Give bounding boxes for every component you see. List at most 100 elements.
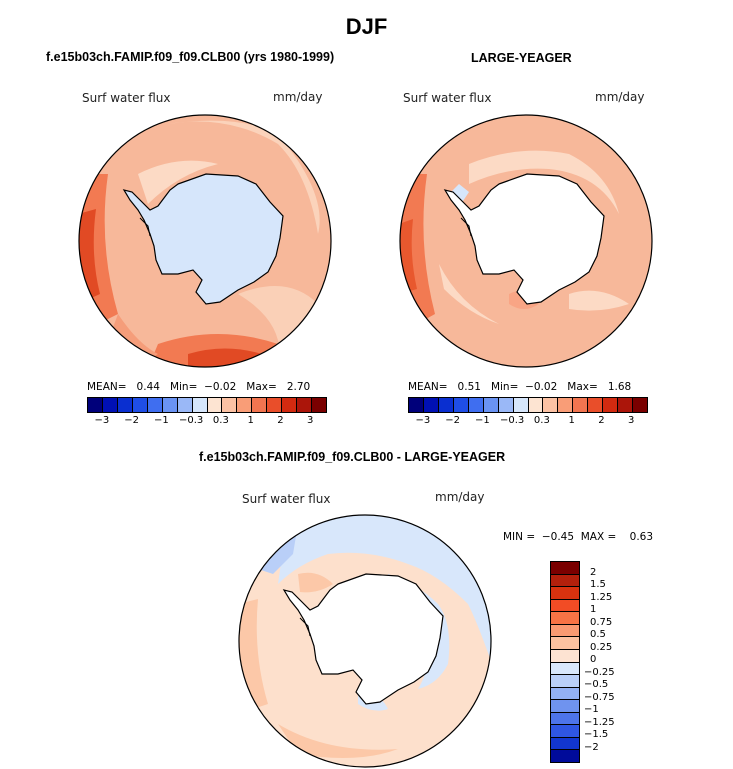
colorbar-tick-label: −0.75 xyxy=(584,691,615,703)
colorbar-swatch xyxy=(177,398,193,412)
colorbar-tick-label: 1 xyxy=(247,415,254,426)
colorbar-tick-label: −1 xyxy=(584,704,599,715)
panel-3-stats: MIN = −0.45 MAX = 0.63 xyxy=(503,531,654,543)
colorbar-swatch xyxy=(551,637,579,650)
colorbar-tick-label: 0.75 xyxy=(590,616,613,628)
colorbar-swatch xyxy=(551,624,579,638)
colorbar-swatch xyxy=(252,398,268,412)
colorbar-swatch xyxy=(147,398,163,412)
colorbar-tick-label: 1 xyxy=(568,415,575,426)
colorbar-swatch xyxy=(312,398,326,412)
colorbar-swatch xyxy=(603,398,619,412)
panel-3-field-label: Surf water flux xyxy=(242,492,331,506)
colorbar-tick-label: 2 xyxy=(590,566,597,578)
colorbar-swatch xyxy=(551,725,579,738)
colorbar-swatch xyxy=(88,398,103,412)
colorbar-swatch xyxy=(551,750,579,762)
colorbar-swatch xyxy=(551,587,579,600)
colorbar-tick-label: 0.3 xyxy=(533,415,550,426)
panel-2-colorbar xyxy=(408,397,648,413)
colorbar-tick-label: −1.5 xyxy=(584,729,609,740)
colorbar-tick-label: 3 xyxy=(627,415,635,426)
colorbar-swatch xyxy=(438,398,454,412)
panel-3-units: mm/day xyxy=(435,490,485,504)
colorbar-swatch xyxy=(573,398,589,412)
colorbar-swatch xyxy=(453,398,469,412)
colorbar-tick-label: −0.25 xyxy=(584,666,615,678)
panel-3-colorbar xyxy=(550,561,580,763)
colorbar-tick-label: −2 xyxy=(445,415,460,426)
panel-1-field-label: Surf water flux xyxy=(82,91,171,105)
colorbar-swatch xyxy=(551,712,579,726)
colorbar-swatch xyxy=(551,599,579,613)
colorbar-swatch xyxy=(551,737,579,751)
colorbar-tick-label: 0.5 xyxy=(590,629,606,640)
panel-3-subtitle: f.e15b03ch.FAMIP.f09_f09.CLB00 - LARGE-Y… xyxy=(199,450,506,464)
colorbar-tick-label: −1 xyxy=(154,415,169,426)
panel-2-map xyxy=(399,114,653,368)
colorbar-tick-label: −0.5 xyxy=(584,679,609,690)
panel-1-colorbar xyxy=(87,397,327,413)
colorbar-tick-label: −0.3 xyxy=(499,415,525,426)
colorbar-swatch xyxy=(543,398,559,412)
colorbar-tick-label: −1.25 xyxy=(584,716,615,728)
colorbar-tick-label: 0 xyxy=(590,654,597,665)
colorbar-swatch xyxy=(551,574,579,588)
colorbar-swatch xyxy=(551,649,579,663)
panel-2-subtitle: LARGE-YEAGER xyxy=(471,51,572,65)
colorbar-swatch xyxy=(468,398,484,412)
colorbar-swatch xyxy=(551,675,579,688)
colorbar-swatch xyxy=(551,700,579,713)
colorbar-tick-label: −3 xyxy=(94,415,110,426)
panel-2-field-label: Surf water flux xyxy=(403,91,492,105)
colorbar-swatch xyxy=(297,398,313,412)
colorbar-tick-label: 0.25 xyxy=(590,641,613,653)
colorbar-swatch xyxy=(222,398,238,412)
colorbar-swatch xyxy=(588,398,604,412)
colorbar-swatch xyxy=(551,687,579,701)
panel-1-stats: MEAN= 0.44 Min= −0.02 Max= 2.70 xyxy=(87,381,311,393)
panel-3-map xyxy=(238,514,492,768)
panel-1-map xyxy=(78,114,332,368)
colorbar-swatch xyxy=(551,612,579,625)
colorbar-swatch xyxy=(558,398,574,412)
colorbar-swatch xyxy=(117,398,133,412)
colorbar-swatch xyxy=(483,398,499,412)
colorbar-swatch xyxy=(207,398,223,412)
colorbar-tick-label: 1.25 xyxy=(590,591,613,603)
colorbar-tick-label: −3 xyxy=(415,415,431,426)
colorbar-tick-label: −2 xyxy=(584,741,599,753)
colorbar-swatch xyxy=(423,398,439,412)
colorbar-tick-label: 1 xyxy=(590,604,597,615)
panel-1-units: mm/day xyxy=(273,90,323,104)
colorbar-swatch xyxy=(102,398,118,412)
colorbar-tick-label: 1.5 xyxy=(590,579,606,590)
colorbar-tick-label: 2 xyxy=(598,415,605,426)
colorbar-swatch xyxy=(282,398,298,412)
colorbar-tick-label: −2 xyxy=(124,415,139,426)
colorbar-swatch xyxy=(551,562,579,575)
panel-3-colorbar-ticks: 2 1.5 1.25 1 0.75 0.5 0.25 0 −0.25 −0.5 −0.75 −1 −1.… xyxy=(584,561,644,761)
colorbar-tick-label: 0.3 xyxy=(212,415,229,426)
colorbar-swatch xyxy=(237,398,253,412)
colorbar-swatch xyxy=(162,398,178,412)
panel-1-subtitle: f.e15b03ch.FAMIP.f09_f09.CLB00 (yrs 1980… xyxy=(46,50,335,64)
colorbar-tick-label: −1 xyxy=(475,415,490,426)
main-title: DJF xyxy=(345,14,388,39)
colorbar-swatch xyxy=(192,398,208,412)
colorbar-swatch xyxy=(132,398,148,412)
panel-2-colorbar-ticks: −3 −2 −1 −0.3 0.3 1 2 3 xyxy=(408,415,648,429)
colorbar-tick-label: 3 xyxy=(306,415,314,426)
colorbar-swatch xyxy=(633,398,647,412)
colorbar-swatch xyxy=(498,398,514,412)
colorbar-swatch xyxy=(513,398,529,412)
panel-2-units: mm/day xyxy=(595,90,645,104)
colorbar-swatch xyxy=(409,398,424,412)
colorbar-swatch xyxy=(551,662,579,676)
colorbar-swatch xyxy=(528,398,544,412)
colorbar-tick-label: 2 xyxy=(277,415,284,426)
panel-1-colorbar-ticks: −3 −2 −1 −0.3 0.3 1 2 3 xyxy=(87,415,327,429)
colorbar-swatch xyxy=(267,398,283,412)
panel-2-stats: MEAN= 0.51 Min= −0.02 Max= 1.68 xyxy=(408,381,632,393)
colorbar-swatch xyxy=(618,398,634,412)
